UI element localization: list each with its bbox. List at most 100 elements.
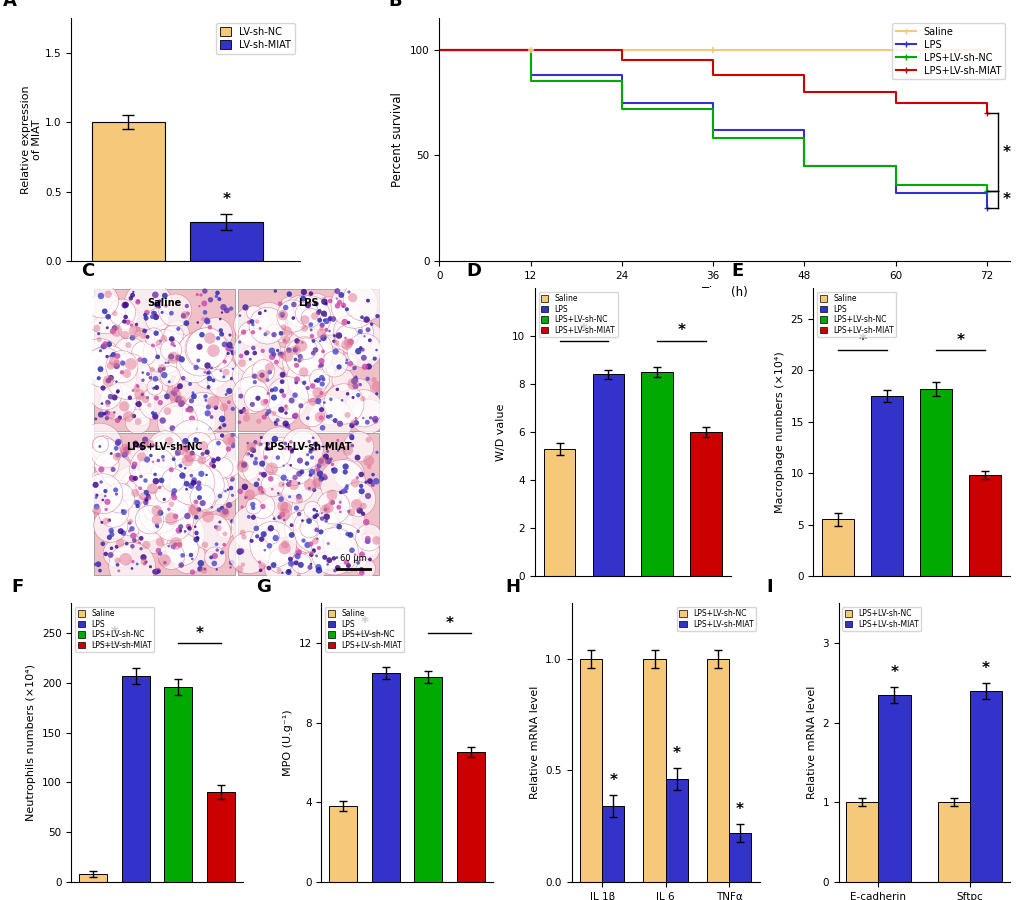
Circle shape — [310, 328, 312, 331]
Circle shape — [175, 527, 181, 534]
Circle shape — [272, 535, 278, 541]
Circle shape — [212, 464, 216, 469]
Circle shape — [150, 315, 154, 320]
Circle shape — [131, 414, 137, 418]
Circle shape — [166, 459, 206, 499]
Circle shape — [121, 509, 126, 515]
Circle shape — [94, 504, 100, 509]
Circle shape — [219, 332, 224, 337]
Circle shape — [165, 436, 173, 446]
Circle shape — [316, 491, 350, 524]
Circle shape — [215, 525, 221, 531]
Circle shape — [265, 330, 270, 335]
Circle shape — [231, 368, 234, 370]
Circle shape — [169, 537, 182, 550]
Circle shape — [215, 291, 219, 295]
Circle shape — [292, 347, 298, 353]
Circle shape — [197, 566, 203, 572]
Circle shape — [245, 452, 249, 456]
Circle shape — [138, 357, 142, 362]
Circle shape — [272, 386, 278, 391]
Circle shape — [128, 296, 132, 301]
Circle shape — [310, 562, 312, 565]
Circle shape — [225, 502, 232, 508]
Circle shape — [153, 330, 159, 336]
Circle shape — [167, 544, 170, 547]
Bar — [457, 752, 484, 882]
Circle shape — [358, 328, 363, 334]
Circle shape — [120, 530, 126, 536]
Circle shape — [108, 401, 111, 404]
Circle shape — [112, 325, 117, 331]
Circle shape — [267, 525, 274, 532]
Circle shape — [212, 553, 218, 559]
Bar — [329, 806, 357, 882]
Circle shape — [320, 517, 324, 521]
Circle shape — [335, 297, 337, 300]
Circle shape — [220, 304, 226, 310]
Circle shape — [142, 436, 148, 443]
Circle shape — [231, 505, 277, 551]
Circle shape — [250, 539, 254, 543]
Circle shape — [246, 499, 261, 514]
Circle shape — [98, 569, 102, 572]
Circle shape — [356, 559, 375, 579]
Circle shape — [183, 320, 190, 326]
Circle shape — [177, 331, 222, 376]
Circle shape — [256, 418, 261, 424]
Circle shape — [293, 506, 299, 510]
Circle shape — [103, 375, 114, 387]
Circle shape — [162, 498, 166, 501]
Circle shape — [184, 328, 226, 370]
Circle shape — [266, 410, 271, 414]
Circle shape — [237, 460, 258, 481]
Circle shape — [301, 289, 307, 295]
Circle shape — [288, 480, 299, 490]
Circle shape — [196, 536, 200, 540]
Circle shape — [266, 442, 270, 446]
Circle shape — [254, 482, 259, 487]
Circle shape — [279, 512, 285, 517]
Circle shape — [222, 532, 227, 536]
Circle shape — [330, 463, 334, 466]
Circle shape — [355, 454, 360, 461]
Circle shape — [319, 322, 324, 328]
Circle shape — [115, 438, 121, 446]
Circle shape — [124, 542, 128, 545]
Circle shape — [279, 352, 284, 356]
Circle shape — [161, 469, 184, 491]
Circle shape — [252, 360, 274, 382]
Circle shape — [238, 354, 244, 358]
Circle shape — [270, 451, 315, 496]
Circle shape — [129, 475, 136, 482]
Bar — [937, 802, 969, 882]
Circle shape — [109, 299, 136, 326]
Text: E: E — [731, 263, 743, 281]
Circle shape — [283, 447, 286, 450]
Circle shape — [222, 423, 226, 428]
Circle shape — [244, 346, 264, 365]
Circle shape — [359, 552, 365, 557]
Circle shape — [368, 558, 372, 562]
Circle shape — [326, 490, 337, 500]
Circle shape — [171, 492, 175, 497]
Circle shape — [110, 352, 116, 357]
Circle shape — [94, 562, 97, 566]
Circle shape — [372, 416, 378, 422]
Circle shape — [301, 309, 320, 328]
Circle shape — [226, 489, 229, 491]
Circle shape — [359, 567, 364, 572]
Circle shape — [335, 326, 358, 348]
Circle shape — [113, 359, 120, 366]
Circle shape — [304, 479, 316, 491]
Circle shape — [340, 353, 358, 370]
Circle shape — [259, 536, 286, 563]
Circle shape — [351, 499, 362, 510]
Circle shape — [156, 570, 161, 573]
Bar — [665, 779, 687, 882]
Circle shape — [269, 437, 293, 462]
Circle shape — [106, 341, 112, 347]
Circle shape — [304, 542, 311, 548]
Circle shape — [141, 379, 145, 382]
Circle shape — [330, 500, 334, 505]
